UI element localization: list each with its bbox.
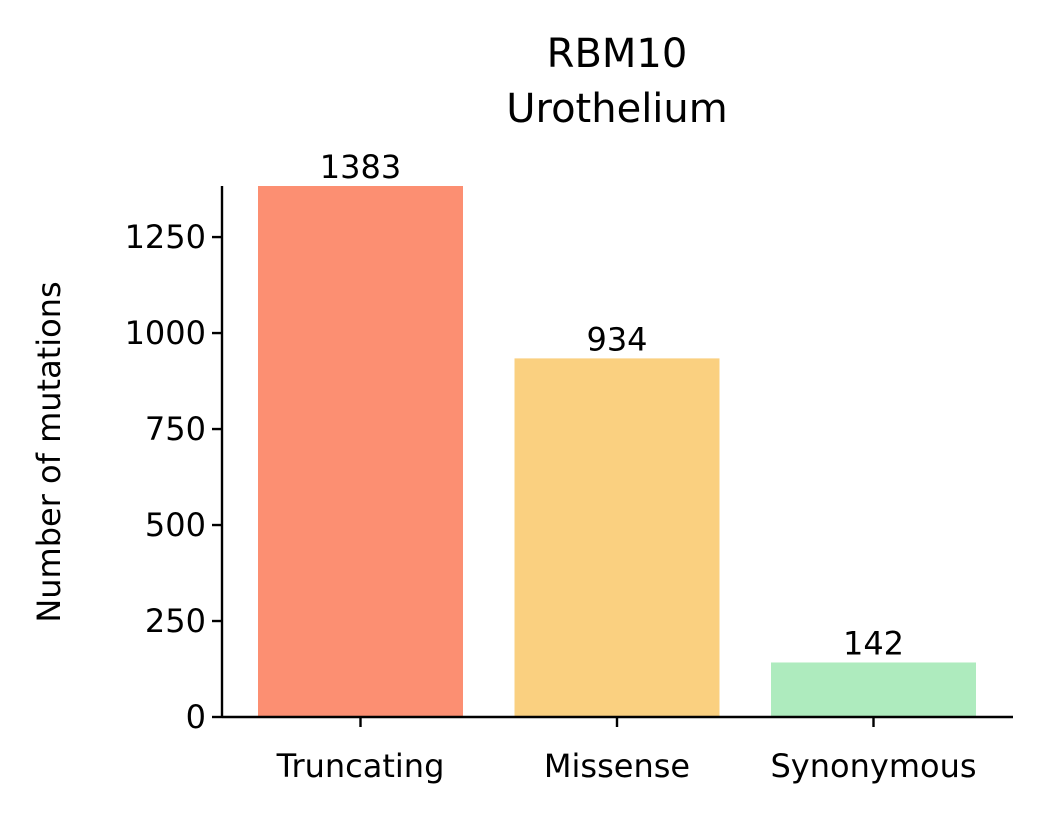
- y-tick-label: 750: [145, 410, 206, 448]
- x-tick-label-truncating: Truncating: [276, 747, 445, 785]
- y-tick-label: 250: [145, 602, 206, 640]
- chart-title-line-1: RBM10: [547, 31, 688, 77]
- y-tick-label: 1250: [125, 218, 206, 256]
- bar-value-labels: 1383 934 142: [320, 148, 904, 662]
- bar-synonymous: [771, 662, 976, 717]
- y-axis: 0 250 500 750 1000 1250: [125, 186, 224, 736]
- y-tick-label: 0: [186, 698, 206, 736]
- x-axis: Truncating Missense Synonymous: [222, 715, 1013, 785]
- y-tick-label: 1000: [125, 314, 206, 352]
- bar-value-label-missense: 934: [586, 320, 647, 358]
- x-tick-label-synonymous: Synonymous: [770, 747, 976, 785]
- bar-missense: [514, 358, 720, 717]
- y-axis-label: Number of mutations: [30, 281, 68, 622]
- chart-title-line-2: Urothelium: [506, 86, 728, 132]
- bar-truncating: [258, 186, 463, 717]
- chart-title: RBM10 Urothelium: [506, 31, 728, 132]
- bar-value-label-truncating: 1383: [320, 148, 401, 186]
- y-tick-label: 500: [145, 506, 206, 544]
- bar-value-label-synonymous: 142: [843, 624, 904, 662]
- bars: [258, 186, 976, 717]
- x-tick-label-missense: Missense: [544, 747, 690, 785]
